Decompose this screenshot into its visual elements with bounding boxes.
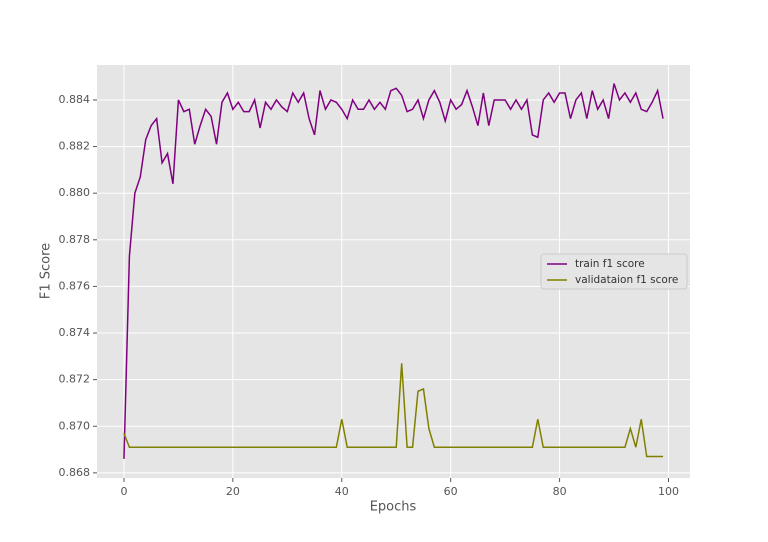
x-tick-label: 100 — [658, 485, 679, 498]
y-tick-label: 0.878 — [59, 233, 91, 246]
series-line — [123, 363, 664, 458]
y-tick-label: 0.882 — [59, 140, 91, 153]
legend-box — [540, 253, 688, 290]
y-tick-label: 0.880 — [59, 186, 91, 199]
x-tick-label: 20 — [226, 485, 240, 498]
x-tick-label: 0 — [120, 485, 127, 498]
legend-label: validataion f1 score — [575, 274, 678, 286]
y-tick-label: 0.870 — [59, 419, 91, 432]
legend-label: train f1 score — [575, 258, 645, 270]
y-tick-label: 0.868 — [59, 466, 91, 479]
x-tick-label: 40 — [335, 485, 349, 498]
y-tick-label: 0.874 — [59, 326, 91, 339]
y-tick-label: 0.872 — [59, 373, 91, 386]
series-line — [123, 83, 664, 459]
y-tick-label: 0.876 — [59, 279, 91, 292]
y-tick-label: 0.884 — [59, 93, 91, 106]
y-axis-label: F1 Score — [39, 243, 54, 299]
x-axis-label: Epochs — [370, 500, 417, 515]
x-tick-label: 80 — [553, 485, 567, 498]
x-tick-label: 60 — [444, 485, 458, 498]
